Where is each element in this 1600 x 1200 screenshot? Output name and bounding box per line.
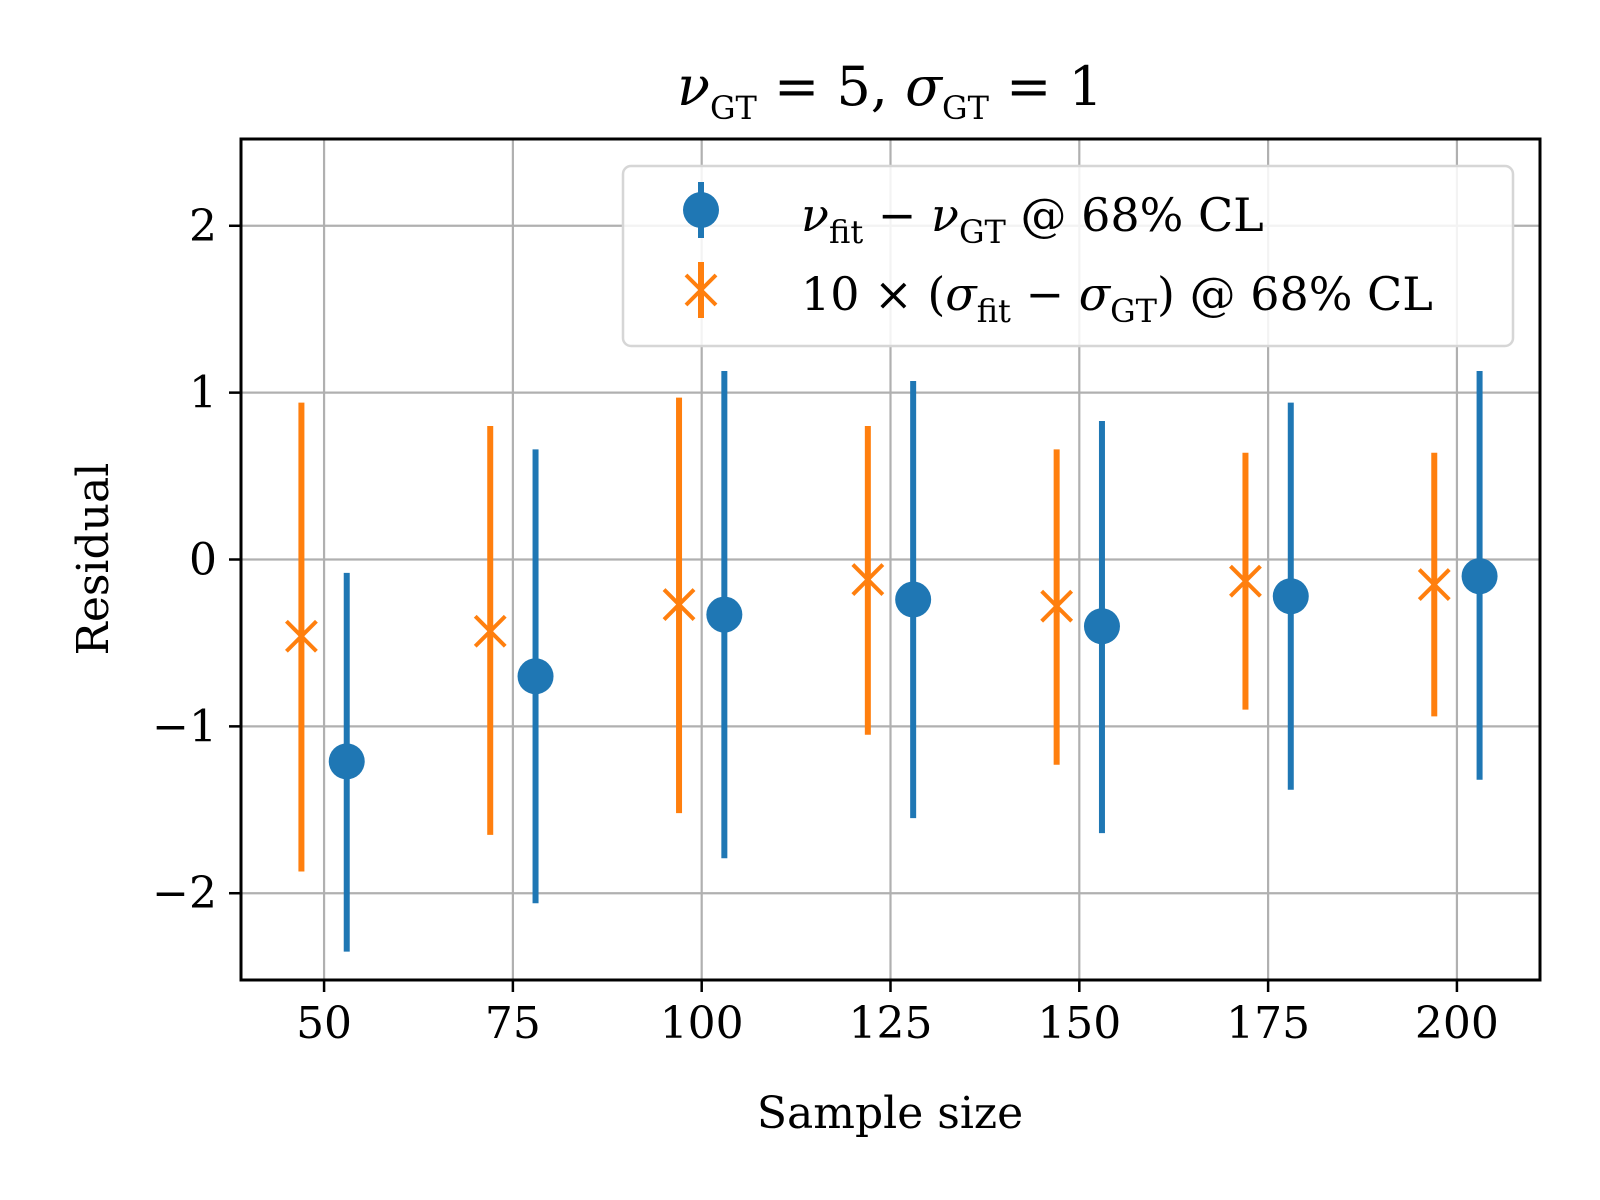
data-point-x <box>285 619 318 653</box>
y-tick-label: −2 <box>152 868 217 919</box>
legend-nu-gt-sub: GT <box>959 213 1007 251</box>
x-marker-stroke <box>662 588 696 621</box>
data-point-circle <box>706 596 743 633</box>
data-point-circle <box>328 743 365 780</box>
series-sigma-residual <box>285 397 1451 872</box>
title-nu-sub: GT <box>710 89 758 127</box>
x-marker-stroke <box>473 614 507 648</box>
data-point-x <box>1040 589 1074 623</box>
data-point-circle <box>1272 578 1309 615</box>
x-marker-stroke <box>684 273 718 307</box>
title-sigma: σ <box>905 55 944 118</box>
x-marker-stroke <box>1229 564 1262 598</box>
plot-frame <box>239 137 1542 982</box>
y-tick-label: 0 <box>189 535 217 586</box>
legend-sigma-minus: − <box>1011 267 1079 321</box>
data-point-circle <box>1461 558 1498 595</box>
legend-nu: ν <box>801 188 829 242</box>
data-point-x <box>1417 568 1451 601</box>
axis-ticks: 50 75 100 125 150 175 200 −2 −1 0 1 2 <box>152 201 1499 1049</box>
legend-box <box>621 164 1515 348</box>
y-axis-label: Residual <box>68 463 119 656</box>
legend-nu-suffix: @ 68% CL <box>1006 188 1264 242</box>
x-tick-label: 175 <box>1226 998 1310 1049</box>
data-point-x <box>851 563 885 596</box>
legend-sigma-gt-sub: GT <box>1110 292 1158 330</box>
legend-label-sigma: 10 × (σfit − σGT) @ 68% CL <box>801 267 1433 330</box>
legend-nu-fit-sub: fit <box>829 213 863 251</box>
y-tick-label: 1 <box>189 368 217 419</box>
legend-sigma-fit-sub: fit <box>977 292 1011 330</box>
x-axis-label: Sample size <box>757 1088 1023 1139</box>
legend-sigma-prefix: 10 × ( <box>801 267 945 321</box>
series-nu-residual <box>328 370 1498 952</box>
x-tick-label: 125 <box>849 998 933 1049</box>
data-point-circle <box>895 581 932 618</box>
data-point-x <box>1229 564 1262 598</box>
x-marker-stroke <box>285 619 318 653</box>
x-marker-stroke <box>851 563 885 596</box>
data-point-circle <box>1083 608 1120 645</box>
legend-sigma: σ <box>945 267 978 321</box>
y-tick-label: 2 <box>189 201 217 252</box>
legend-sigma-suffix: ) @ 68% CL <box>1157 267 1433 321</box>
x-tick-label: 200 <box>1415 998 1499 1049</box>
title-sigma-sub: GT <box>942 89 990 127</box>
legend-x <box>684 273 718 307</box>
x-tick-label: 50 <box>296 998 352 1049</box>
title-nu-eq: = 5, <box>757 55 905 118</box>
title-sigma-eq: = 1 <box>989 55 1103 118</box>
legend-sigma2: σ <box>1079 267 1112 321</box>
chart-title: νGT = 5, σGT = 1 <box>677 55 1103 127</box>
legend-circle <box>683 192 719 228</box>
data-point-x <box>662 588 696 621</box>
title-nu: ν <box>677 55 710 118</box>
data-point-x <box>473 614 507 648</box>
legend: νfit − νGT @ 68% CL 10 × (σfit − σGT) @ … <box>621 164 1515 348</box>
legend-label-nu: νfit − νGT @ 68% CL <box>801 188 1264 251</box>
data-point-circle <box>517 658 554 695</box>
x-tick-label: 150 <box>1037 998 1121 1049</box>
x-tick-label: 100 <box>660 998 744 1049</box>
legend-marker-orange-x <box>684 262 718 318</box>
y-tick-label: −1 <box>152 701 217 752</box>
x-marker-stroke <box>1417 568 1451 601</box>
legend-nu2: ν <box>931 188 959 242</box>
x-marker-stroke <box>1040 589 1074 623</box>
x-tick-label: 75 <box>485 998 541 1049</box>
data-series <box>285 370 1498 952</box>
legend-marker-blue-circle <box>683 182 719 238</box>
legend-nu-minus: − <box>863 188 931 242</box>
